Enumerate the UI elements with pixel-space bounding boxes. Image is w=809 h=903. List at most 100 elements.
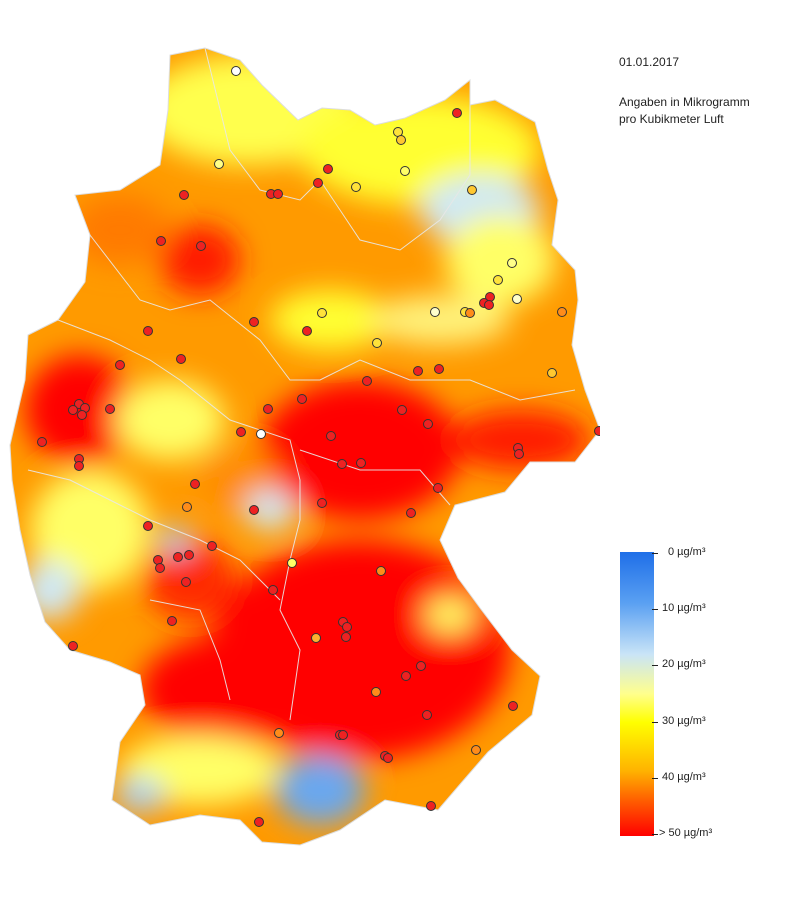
station-marker[interactable]	[430, 307, 440, 317]
station-marker[interactable]	[471, 745, 481, 755]
legend-label-10: 10 µg/m³	[662, 602, 706, 614]
station-marker[interactable]	[423, 419, 433, 429]
station-marker[interactable]	[594, 426, 601, 436]
station-marker[interactable]	[422, 710, 432, 720]
station-marker[interactable]	[274, 728, 284, 738]
legend-tick	[652, 665, 658, 666]
station-marker[interactable]	[351, 182, 361, 192]
station-marker[interactable]	[338, 730, 348, 740]
legend-label-50: > 50 µg/m³	[659, 827, 713, 839]
station-marker[interactable]	[342, 622, 352, 632]
station-marker[interactable]	[323, 164, 333, 174]
legend-tick	[652, 553, 658, 554]
legend-label-30: 30 µg/m³	[662, 715, 706, 727]
station-marker[interactable]	[326, 431, 336, 441]
station-marker[interactable]	[514, 449, 524, 459]
station-marker[interactable]	[287, 558, 297, 568]
station-marker[interactable]	[68, 641, 78, 651]
color-scale-bar	[620, 552, 654, 836]
legend-tick	[652, 834, 658, 835]
station-marker[interactable]	[317, 308, 327, 318]
station-marker[interactable]	[268, 585, 278, 595]
station-marker[interactable]	[372, 338, 382, 348]
station-marker[interactable]	[182, 502, 192, 512]
station-marker[interactable]	[426, 801, 436, 811]
station-marker[interactable]	[413, 366, 423, 376]
station-marker[interactable]	[557, 307, 567, 317]
legend-label-20: 20 µg/m³	[662, 658, 706, 670]
station-marker[interactable]	[254, 817, 264, 827]
station-marker[interactable]	[173, 552, 183, 562]
legend-label-0: 0 µg/m³	[668, 546, 706, 558]
station-marker[interactable]	[156, 236, 166, 246]
station-marker[interactable]	[77, 410, 87, 420]
station-marker[interactable]	[484, 300, 494, 310]
station-marker[interactable]	[236, 427, 246, 437]
legend-tick	[652, 722, 658, 723]
station-marker[interactable]	[181, 577, 191, 587]
station-marker[interactable]	[397, 405, 407, 415]
station-marker[interactable]	[337, 459, 347, 469]
station-marker[interactable]	[302, 326, 312, 336]
station-marker[interactable]	[313, 178, 323, 188]
station-marker[interactable]	[406, 508, 416, 518]
station-marker[interactable]	[74, 461, 84, 471]
station-marker[interactable]	[143, 326, 153, 336]
station-marker[interactable]	[167, 616, 177, 626]
units-note: Angaben in Mikrogramm pro Kubikmeter Luf…	[619, 94, 750, 128]
station-marker[interactable]	[507, 258, 517, 268]
station-marker[interactable]	[273, 189, 283, 199]
station-marker[interactable]	[196, 241, 206, 251]
map-date: 01.01.2017	[619, 55, 680, 69]
country-border	[9, 47, 600, 846]
station-marker[interactable]	[356, 458, 366, 468]
concentration-field	[20, 55, 590, 825]
units-line-1: Angaben in Mikrogramm	[619, 95, 750, 109]
station-marker[interactable]	[508, 701, 518, 711]
station-marker[interactable]	[105, 404, 115, 414]
station-marker[interactable]	[493, 275, 503, 285]
station-marker[interactable]	[467, 185, 477, 195]
station-marker[interactable]	[297, 394, 307, 404]
station-marker[interactable]	[155, 563, 165, 573]
station-marker[interactable]	[371, 687, 381, 697]
station-marker[interactable]	[433, 483, 443, 493]
station-marker[interactable]	[547, 368, 557, 378]
station-marker[interactable]	[214, 159, 224, 169]
station-marker[interactable]	[68, 405, 78, 415]
station-marker[interactable]	[362, 376, 372, 386]
station-marker[interactable]	[207, 541, 217, 551]
units-line-2: pro Kubikmeter Luft	[619, 112, 724, 126]
station-marker[interactable]	[512, 294, 522, 304]
station-marker[interactable]	[376, 566, 386, 576]
station-markers	[37, 66, 601, 827]
station-marker[interactable]	[452, 108, 462, 118]
station-marker[interactable]	[179, 190, 189, 200]
legend-label-40: 40 µg/m³	[662, 771, 706, 783]
station-marker[interactable]	[416, 661, 426, 671]
state-borders	[27, 47, 576, 721]
station-marker[interactable]	[401, 671, 411, 681]
station-marker[interactable]	[383, 753, 393, 763]
station-marker[interactable]	[396, 135, 406, 145]
station-marker[interactable]	[434, 364, 444, 374]
legend-tick	[652, 609, 658, 610]
station-marker[interactable]	[249, 505, 259, 515]
station-marker[interactable]	[400, 166, 410, 176]
station-marker[interactable]	[341, 632, 351, 642]
station-marker[interactable]	[311, 633, 321, 643]
station-marker[interactable]	[176, 354, 186, 364]
pollution-map	[9, 47, 601, 846]
station-marker[interactable]	[263, 404, 273, 414]
station-marker[interactable]	[317, 498, 327, 508]
station-marker[interactable]	[37, 437, 47, 447]
station-marker[interactable]	[465, 308, 475, 318]
station-marker[interactable]	[184, 550, 194, 560]
station-marker[interactable]	[115, 360, 125, 370]
station-marker[interactable]	[143, 521, 153, 531]
legend-tick	[652, 778, 658, 779]
station-marker[interactable]	[190, 479, 200, 489]
station-marker[interactable]	[249, 317, 259, 327]
station-marker[interactable]	[256, 429, 266, 439]
station-marker[interactable]	[231, 66, 241, 76]
